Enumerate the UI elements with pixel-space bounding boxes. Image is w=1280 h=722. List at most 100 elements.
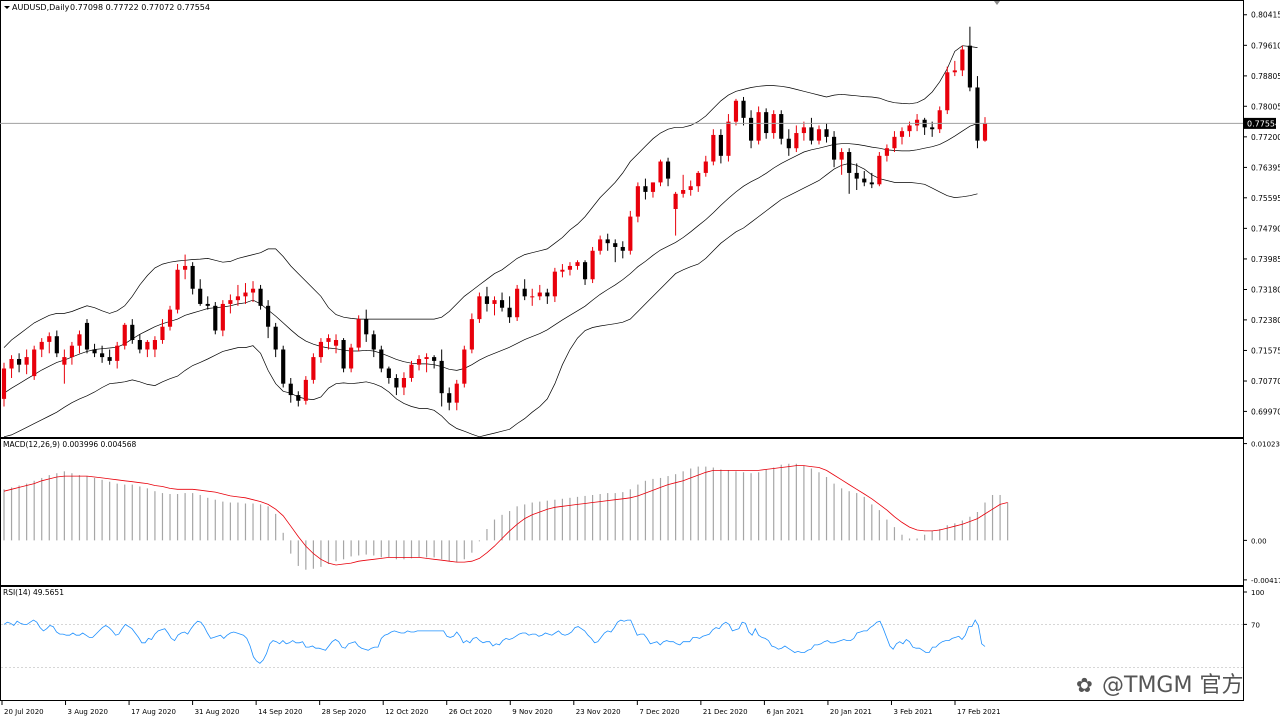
candle: [288, 377, 293, 403]
dropdown-icon[interactable]: [4, 6, 10, 9]
candle: [937, 106, 942, 134]
candle-body: [349, 347, 354, 369]
candle: [484, 286, 490, 312]
candle-body: [258, 288, 263, 306]
candle: [326, 334, 331, 350]
candle: [748, 110, 754, 149]
candle: [100, 345, 105, 363]
candle: [794, 125, 799, 153]
candle-body: [741, 100, 746, 118]
rsi-tick-label: 70: [1251, 621, 1260, 629]
candle-body: [84, 322, 90, 350]
candle-body: [62, 357, 67, 365]
candle: [235, 284, 241, 306]
time-tick-label: 23 Nov 2020: [576, 708, 621, 716]
candle: [854, 163, 859, 191]
candle: [213, 302, 218, 335]
candle: [198, 279, 203, 306]
candle: [839, 148, 844, 175]
price-tick-label: 0.71575: [1251, 346, 1280, 355]
candle-body: [17, 358, 22, 365]
candle: [69, 341, 74, 365]
candle: [145, 340, 150, 358]
candle: [273, 322, 278, 358]
candle: [386, 366, 391, 384]
candle-body: [213, 305, 218, 331]
candle-body: [635, 186, 640, 217]
candle: [786, 129, 791, 156]
candle-body: [764, 112, 769, 134]
candle: [92, 343, 97, 358]
candle: [530, 288, 535, 306]
candle-body: [847, 152, 852, 173]
candle: [167, 305, 173, 331]
rsi-panel-frame: [0, 586, 1244, 701]
candle-body: [839, 152, 844, 160]
candle-body: [152, 340, 157, 350]
candle-body: [137, 340, 142, 350]
price-tick-label: 0.73985: [1251, 255, 1280, 264]
candle-body: [703, 161, 708, 173]
time-tick-label: 12 Oct 2020: [385, 708, 428, 716]
time-tick-label: 26 Oct 2020: [449, 708, 492, 716]
time-tick-label: 31 Aug 2020: [195, 708, 240, 716]
chart-shift-icon[interactable]: [994, 1, 1000, 5]
candle-body: [54, 336, 59, 354]
candle: [967, 26, 972, 92]
candle: [122, 322, 127, 350]
candle-body: [515, 288, 520, 318]
candle: [39, 338, 44, 358]
time-tick-label: 9 Nov 2020: [512, 708, 552, 716]
candle-body: [266, 305, 271, 327]
candle: [333, 334, 339, 354]
time-tick-label: 3 Aug 2020: [68, 708, 108, 716]
candle-body: [937, 110, 942, 130]
price-tick-label: 0.75595: [1251, 194, 1280, 203]
bollinger-lower-line: [3, 163, 978, 438]
candle: [432, 355, 437, 369]
candle-body: [862, 178, 867, 183]
candle-body: [243, 292, 248, 297]
candle: [537, 284, 542, 301]
candle-body: [552, 271, 557, 297]
candle-body: [341, 340, 346, 369]
candle: [975, 76, 980, 149]
candle-body: [356, 319, 361, 348]
candle-body: [273, 326, 278, 350]
candle-body: [620, 246, 625, 251]
candle-body: [605, 239, 610, 244]
time-tick-label: 7 Dec 2020: [639, 708, 679, 716]
candle: [439, 349, 444, 407]
candle-body: [484, 296, 490, 304]
candle-body: [733, 100, 739, 122]
candle-body: [499, 300, 505, 308]
candle-body: [394, 377, 399, 388]
candle-body: [711, 134, 716, 162]
candle: [303, 376, 308, 405]
candle-body: [718, 134, 723, 156]
time-tick-label: 17 Aug 2020: [131, 708, 176, 716]
candle-body: [854, 172, 859, 179]
candle-body: [567, 265, 573, 270]
candle: [892, 131, 897, 153]
candle: [869, 172, 874, 189]
candle-body: [967, 45, 972, 88]
main-panel-frame: [0, 0, 1244, 438]
candle: [673, 191, 678, 236]
candle-body: [779, 114, 784, 139]
candle: [545, 288, 550, 304]
watermark-logo-icon: ✿: [1076, 673, 1093, 697]
candle-body: [115, 345, 120, 361]
candle-body: [537, 292, 542, 297]
candle-body: [628, 216, 633, 251]
rsi-label: RSI(14) 49.5651: [3, 588, 64, 597]
candle: [590, 246, 595, 284]
candle-body: [462, 349, 467, 384]
candle: [665, 157, 671, 187]
candle-body: [582, 262, 588, 280]
candle: [160, 319, 165, 344]
candle-body: [726, 121, 731, 156]
price-tick-label: 0.80415: [1251, 11, 1280, 20]
